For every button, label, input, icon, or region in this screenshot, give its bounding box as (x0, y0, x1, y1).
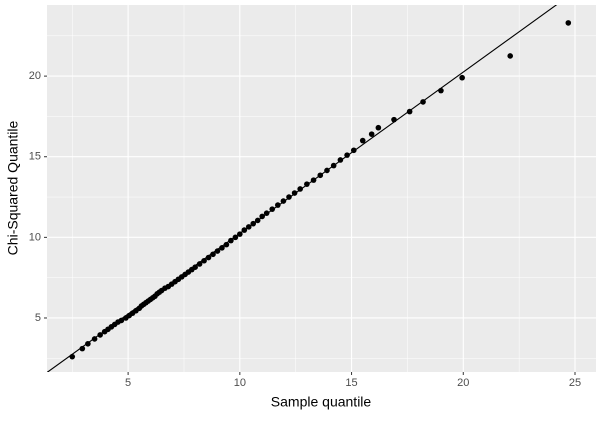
plot-area (47, 5, 572, 372)
point (304, 181, 310, 187)
y-axis-label: Chi-Squared Quantile (5, 120, 21, 255)
point (250, 220, 257, 227)
point (79, 345, 86, 352)
point (245, 224, 252, 230)
point (291, 190, 298, 196)
point (97, 332, 103, 338)
point (259, 213, 265, 220)
point (223, 241, 230, 248)
point (344, 152, 350, 158)
point (210, 251, 216, 258)
point (350, 147, 357, 154)
point (359, 137, 366, 144)
point (69, 353, 76, 360)
y-tick-label: 15 (29, 151, 41, 163)
x-tick-label: 15 (345, 377, 357, 389)
point (438, 87, 444, 94)
point (241, 227, 248, 233)
point (565, 20, 572, 26)
point (85, 340, 91, 347)
grid (47, 5, 596, 372)
point (214, 248, 221, 254)
x-tick-label: 10 (234, 377, 246, 389)
point (337, 157, 344, 163)
point (317, 172, 324, 179)
point (507, 53, 513, 59)
point (330, 162, 337, 169)
point (192, 264, 198, 270)
x-tick-label: 5 (125, 377, 131, 389)
point (420, 99, 426, 105)
y-tick-label: 20 (29, 70, 41, 82)
y-tick-label: 10 (29, 231, 41, 243)
point (297, 186, 303, 192)
point (232, 234, 239, 241)
point (201, 257, 207, 264)
point (219, 245, 225, 251)
point (263, 210, 270, 216)
point (324, 167, 330, 174)
point (391, 116, 397, 123)
point (237, 231, 243, 237)
point (228, 237, 234, 244)
point (310, 177, 317, 183)
x-tick-label: 20 (457, 377, 469, 389)
point (275, 202, 281, 208)
point (368, 131, 375, 137)
point (375, 124, 382, 131)
point (91, 336, 98, 342)
point (280, 198, 287, 204)
point (286, 194, 292, 200)
point (406, 108, 413, 115)
point (205, 254, 212, 261)
x-tick-label: 25 (569, 377, 581, 389)
point (254, 217, 261, 224)
y-tick-label: 5 (35, 312, 41, 324)
point (269, 206, 276, 212)
axes: 5 10 15 20 25 5 10 15 20 (29, 70, 581, 389)
x-axis-label: Sample quantile (271, 394, 372, 410)
point (118, 317, 125, 324)
point (196, 261, 203, 267)
point (459, 74, 465, 81)
